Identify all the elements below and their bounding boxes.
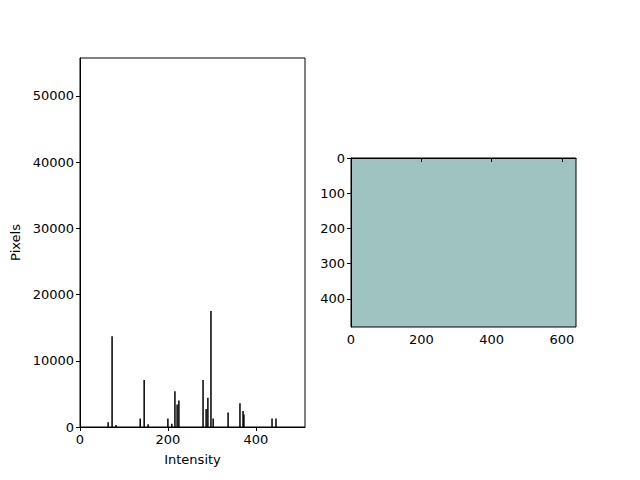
svg-text:200: 200 — [320, 221, 345, 236]
svg-text:0: 0 — [347, 332, 355, 347]
svg-text:Intensity: Intensity — [164, 452, 221, 467]
svg-text:0: 0 — [66, 420, 74, 435]
svg-text:0: 0 — [337, 151, 345, 166]
svg-text:40000: 40000 — [33, 155, 74, 170]
svg-text:300: 300 — [320, 256, 345, 271]
svg-text:400: 400 — [243, 432, 268, 447]
svg-text:0: 0 — [76, 432, 84, 447]
svg-text:50000: 50000 — [33, 88, 74, 103]
svg-text:200: 200 — [155, 432, 180, 447]
svg-text:200: 200 — [409, 332, 434, 347]
svg-text:20000: 20000 — [33, 287, 74, 302]
svg-text:400: 400 — [479, 332, 504, 347]
svg-text:30000: 30000 — [33, 221, 74, 236]
svg-text:Pixels: Pixels — [8, 224, 23, 261]
svg-text:10000: 10000 — [33, 353, 74, 368]
svg-text:400: 400 — [320, 291, 345, 306]
svg-text:100: 100 — [320, 186, 345, 201]
svg-text:600: 600 — [550, 332, 575, 347]
